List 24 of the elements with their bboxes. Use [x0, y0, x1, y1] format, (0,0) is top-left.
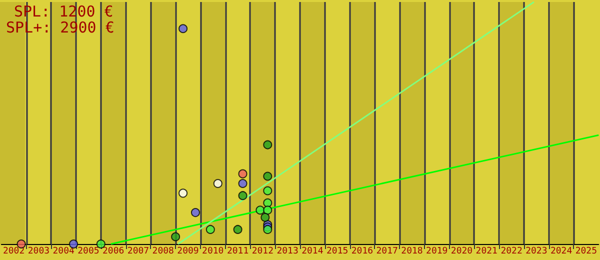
x-tick-label: 2021 — [476, 246, 498, 256]
x-tick-label: 2015 — [326, 246, 348, 256]
x-tick-label: 2017 — [376, 246, 398, 256]
x-tick-label: 2013 — [276, 246, 298, 256]
x-tick-label: 2014 — [302, 246, 324, 256]
x-tick-label: 2003 — [28, 246, 50, 256]
x-tick-label: 2009 — [177, 246, 199, 256]
x-tick-label: 2022 — [500, 246, 522, 256]
x-tick-label: 2010 — [202, 246, 224, 256]
x-tick-label: 2004 — [52, 246, 74, 256]
x-tick-label: 2012 — [252, 246, 274, 256]
x-tick-label: 2007 — [127, 246, 150, 256]
x-tick-label: 2005 — [78, 246, 100, 256]
x-tick-label: 2019 — [426, 246, 448, 256]
x-tick-label: 2002 — [2, 246, 25, 256]
x-tick-label: 2006 — [102, 246, 124, 256]
x-tick-label: 2023 — [526, 246, 548, 256]
x-tick-label: 2020 — [450, 246, 473, 256]
x-tick-label: 2024 — [550, 246, 572, 256]
x-tick-label: 2025 — [575, 246, 598, 256]
x-tick-label: 2008 — [152, 246, 174, 256]
x-tick-label: 2011 — [226, 246, 249, 256]
x-tick-label: 2016 — [351, 246, 374, 256]
x-tick-label: 2018 — [401, 246, 423, 256]
